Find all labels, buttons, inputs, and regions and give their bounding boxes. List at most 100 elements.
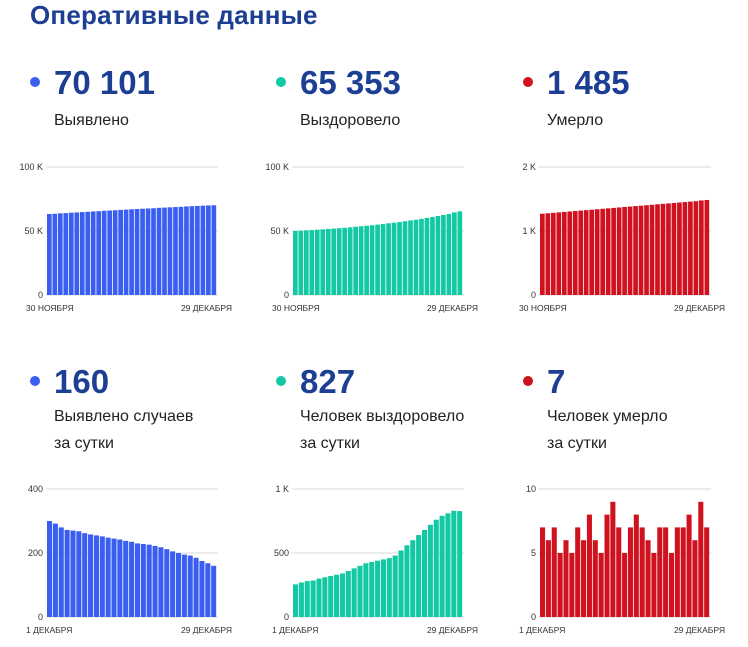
bar [205,563,211,617]
bar [140,544,146,617]
bar [336,228,342,295]
bar [187,555,193,617]
bar [421,529,428,617]
bar [649,204,655,295]
x-tick-label-end: 29 ДЕКАБРЯ [427,303,478,313]
bar [134,208,140,295]
bar [129,541,135,617]
bar [118,209,123,295]
bar [592,540,598,617]
bar [666,203,671,295]
bar [674,527,680,617]
x-tick-label-end: 29 ДЕКАБРЯ [674,625,725,635]
bar [427,524,433,617]
bar [334,574,340,617]
bar [325,228,331,295]
y-tick-label: 1 K [522,226,536,236]
bar [404,545,410,617]
bar [107,210,112,295]
bar [170,551,176,617]
bar [375,560,381,617]
bar [199,561,205,617]
bar [704,199,710,295]
bar [164,549,170,617]
bar [79,212,85,295]
bar [563,540,569,617]
bar [398,550,404,617]
bar [52,523,58,617]
chart-svg: 0 50 K 100 K 30 НОЯБРЯ 29 ДЕКАБРЯ [265,162,478,313]
bar [123,540,129,617]
bar [682,202,688,295]
bar [439,515,445,617]
bar [392,555,398,617]
bar [413,219,419,295]
bar-chart: 0 5 10 1 ДЕКАБРЯ 29 ДЕКАБРЯ [505,482,725,647]
legend-dot-icon [30,77,40,87]
bar [347,227,353,295]
y-tick-label: 1 K [275,484,289,494]
bar [598,553,604,617]
stat-label: за сутки [54,435,114,452]
y-tick-label: 2 K [522,162,536,172]
bar [158,547,164,617]
y-tick-label: 400 [28,484,43,494]
bar [134,543,140,617]
bar [146,544,152,617]
bar [140,208,145,295]
bar [545,213,551,295]
x-tick-label-start: 1 ДЕКАБРЯ [26,625,72,635]
bar [353,226,358,295]
bar [589,209,595,295]
stat-row: 1 485 [523,63,748,103]
bar [663,527,669,617]
chart-svg: 0 200 400 1 ДЕКАБРЯ 29 ДЕКАБРЯ [26,484,232,635]
x-tick-label-start: 30 НОЯБРЯ [272,303,320,313]
bar [408,220,413,295]
stat-card: 65 353 Выздоровело [276,63,516,129]
bar [357,565,363,617]
bar [430,217,435,295]
bar [369,561,375,617]
bar [112,210,118,295]
y-tick-label: 0 [284,612,289,622]
bar [680,527,686,617]
bar [111,538,117,617]
bar [540,213,545,295]
chart-svg: 0 50 K 100 K 30 НОЯБРЯ 29 ДЕКАБРЯ [19,162,232,313]
x-tick-label-end: 29 ДЕКАБРЯ [427,625,478,635]
legend-dot-icon [276,77,286,87]
stat-row: 7 [523,362,748,402]
bar [88,534,94,617]
stat-row: 827 [276,362,516,402]
bar [380,559,386,617]
bar [688,201,693,295]
bar [575,527,581,617]
legend-dot-icon [30,376,40,386]
x-tick-label-start: 30 НОЯБРЯ [519,303,567,313]
bar [52,213,58,295]
bar [117,539,123,617]
bar [129,209,134,295]
bar-chart: 0 500 1 K 1 ДЕКАБРЯ 29 ДЕКАБРЯ [258,482,478,647]
bar [101,210,107,295]
bar [693,201,699,295]
bar [655,204,660,295]
bar [64,529,70,617]
bar [189,206,195,295]
bar [151,208,156,295]
bar [369,225,375,295]
legend-dot-icon [523,77,533,87]
y-tick-label: 50 K [24,226,43,236]
bar [211,565,217,617]
bar [293,231,298,295]
bar [85,211,91,295]
bar [556,212,562,295]
stat-label: за сутки [300,435,360,452]
y-tick-label: 0 [284,290,289,300]
stat-card: 1 485 Умерло [523,63,748,129]
bar [303,230,309,295]
bar [152,545,158,617]
bar [551,527,557,617]
bar [451,510,457,617]
